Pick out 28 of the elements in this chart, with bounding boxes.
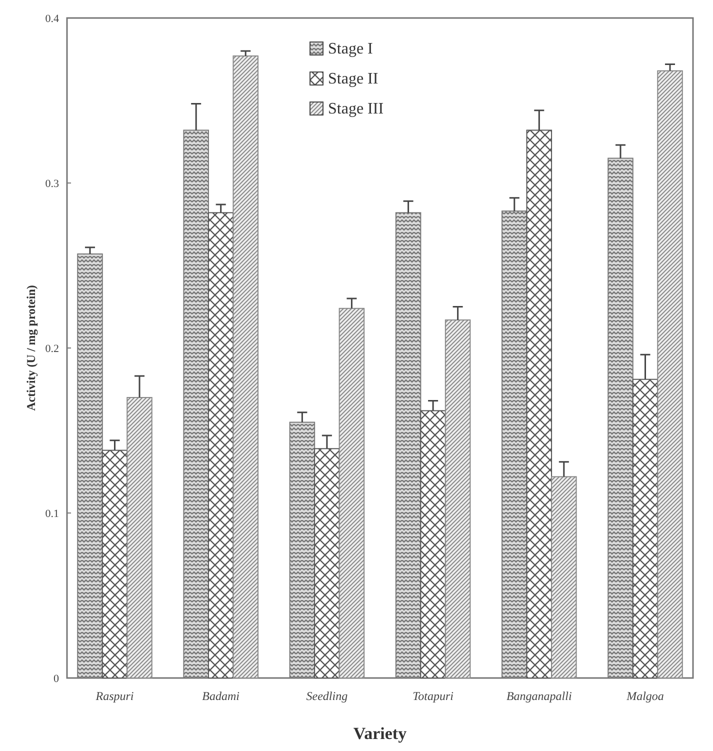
x-tick-label: Raspuri (94, 689, 134, 703)
x-tick-label: Banganapalli (506, 689, 572, 703)
bar (632, 378, 658, 678)
y-tick-label: 0.3 (45, 178, 60, 190)
bar (208, 212, 234, 678)
x-tick-label: Malgoa (626, 689, 664, 703)
y-axis-title: Activity (U / mg protein) (24, 285, 38, 411)
bar (314, 448, 340, 678)
y-tick-label: 0.2 (45, 342, 59, 355)
x-tick-label: Totapuri (412, 689, 454, 703)
bar (126, 397, 152, 678)
bar (657, 70, 683, 678)
y-tick-label: 0.1 (45, 508, 59, 520)
x-axis-title: Variety (353, 724, 408, 743)
bar (551, 476, 577, 678)
legend-label: Stage II (328, 70, 378, 88)
bar (526, 130, 552, 678)
legend-label: Stage I (328, 40, 373, 58)
y-tick-label: 0.4 (45, 12, 60, 25)
y-tick-label: 0 (54, 672, 60, 685)
bar (232, 55, 258, 678)
legend-label: Stage III (328, 100, 384, 118)
bar (338, 308, 365, 678)
bar (420, 410, 446, 678)
bar (102, 450, 128, 678)
bar (444, 319, 471, 678)
x-tick-label: Seedling (306, 689, 348, 703)
x-tick-label: Badami (202, 689, 240, 703)
